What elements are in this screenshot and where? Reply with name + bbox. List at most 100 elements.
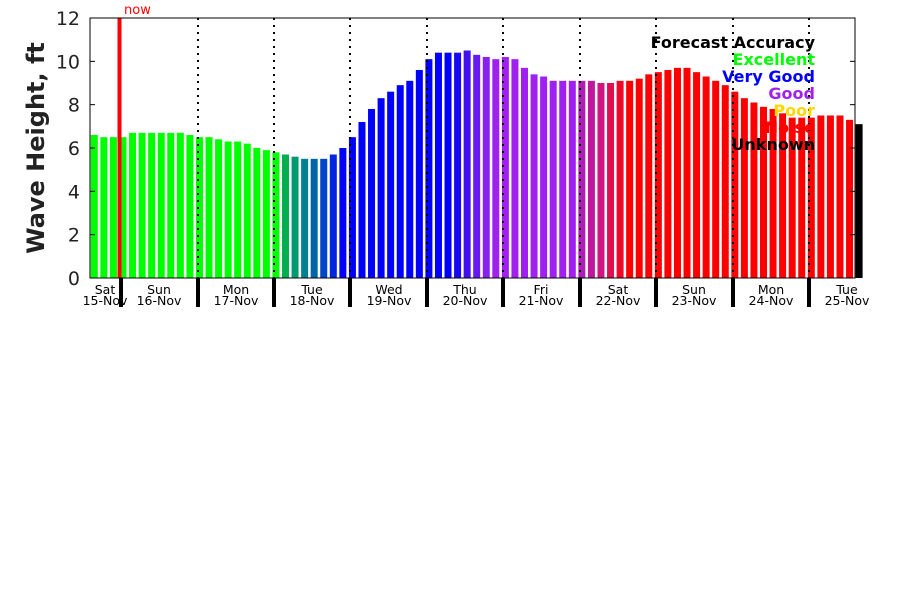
bar xyxy=(807,117,815,279)
bar xyxy=(760,106,767,278)
bar xyxy=(243,143,251,278)
bar xyxy=(406,80,414,278)
bar xyxy=(186,135,194,278)
day-label-dow: Wed xyxy=(375,282,402,297)
axes: 024681012Sat15-NovSun16-NovMon17-NovTue1… xyxy=(56,3,870,308)
bar xyxy=(731,91,739,279)
bar xyxy=(578,80,586,278)
bar xyxy=(109,137,117,278)
day-label-dow: Sun xyxy=(147,282,171,297)
y-tick-label: 2 xyxy=(68,225,80,247)
bar xyxy=(654,72,662,279)
bar xyxy=(683,67,691,278)
bar xyxy=(817,115,825,278)
bar xyxy=(205,137,213,278)
bar xyxy=(616,80,624,278)
bar xyxy=(855,124,863,279)
bar xyxy=(148,132,156,278)
bar xyxy=(387,91,395,279)
day-label-dow: Thu xyxy=(452,282,476,297)
legend-entry: Unknown xyxy=(731,135,815,154)
bar xyxy=(473,54,481,279)
bar xyxy=(798,117,806,279)
day-label-dow: Sun xyxy=(682,282,706,297)
bar xyxy=(444,52,452,278)
day-label-dow: Tue xyxy=(300,282,323,297)
bar xyxy=(693,72,701,279)
bar xyxy=(215,139,223,278)
bar xyxy=(826,115,834,278)
bar xyxy=(368,109,376,278)
y-tick-label: 8 xyxy=(68,95,80,117)
bar xyxy=(90,135,98,278)
bar xyxy=(702,76,710,278)
bar xyxy=(626,80,634,278)
bar xyxy=(645,74,653,278)
bar xyxy=(788,117,796,279)
bar xyxy=(358,122,366,278)
bar xyxy=(224,141,232,278)
day-label-dow: Fri xyxy=(534,282,549,297)
bar xyxy=(348,137,356,278)
bar xyxy=(310,158,318,278)
bar xyxy=(836,115,844,278)
bar xyxy=(377,98,385,279)
day-label-date: 17-Nov xyxy=(214,293,259,308)
bar xyxy=(769,109,777,278)
bar xyxy=(253,148,261,278)
day-label-date: 15-Nov xyxy=(83,293,128,308)
bar xyxy=(530,74,538,278)
day-label-date: 18-Nov xyxy=(290,293,335,308)
bar xyxy=(100,137,108,278)
bar xyxy=(272,152,280,278)
bar xyxy=(482,57,490,278)
y-tick-label: 12 xyxy=(56,8,80,30)
bar xyxy=(157,132,165,278)
bar xyxy=(712,80,720,278)
bar xyxy=(167,132,175,278)
bar xyxy=(301,158,309,278)
y-tick-label: 6 xyxy=(68,138,80,160)
bar xyxy=(597,83,605,278)
legend-title: Forecast Accuracy xyxy=(651,33,816,52)
day-label-date: 24-Nov xyxy=(749,293,794,308)
bar xyxy=(291,156,299,278)
bar xyxy=(740,98,748,279)
y-tick-label: 4 xyxy=(68,181,80,203)
bar xyxy=(635,78,643,279)
bar xyxy=(463,50,471,278)
bar xyxy=(425,59,433,278)
bar xyxy=(549,80,557,278)
legend-entry: Noise xyxy=(765,118,815,137)
day-label-date: 25-Nov xyxy=(825,293,870,308)
bar xyxy=(779,113,787,278)
bar xyxy=(282,154,289,278)
legend-entry: Good xyxy=(768,84,815,103)
y-tick-label: 0 xyxy=(68,268,80,290)
bar xyxy=(138,132,146,278)
day-label-dow: Sat xyxy=(608,282,629,297)
now-label: now xyxy=(124,3,151,18)
bar xyxy=(434,52,442,278)
bar xyxy=(540,76,548,278)
day-label-dow: Mon xyxy=(758,282,784,297)
bar xyxy=(721,85,729,279)
day-label-dow: Tue xyxy=(835,282,858,297)
day-label-date: 23-Nov xyxy=(672,293,717,308)
bar xyxy=(607,83,615,278)
bar xyxy=(587,80,595,278)
day-label-dow: Sat xyxy=(95,282,116,297)
day-label-dow: Mon xyxy=(223,282,249,297)
bar xyxy=(673,67,681,278)
bar xyxy=(195,137,203,278)
day-label-date: 21-Nov xyxy=(519,293,564,308)
day-label-date: 16-Nov xyxy=(137,293,182,308)
bar xyxy=(846,119,854,278)
bar xyxy=(329,154,337,278)
bar xyxy=(454,52,462,278)
bar xyxy=(119,137,127,278)
bar xyxy=(262,150,270,278)
bar xyxy=(521,67,528,278)
